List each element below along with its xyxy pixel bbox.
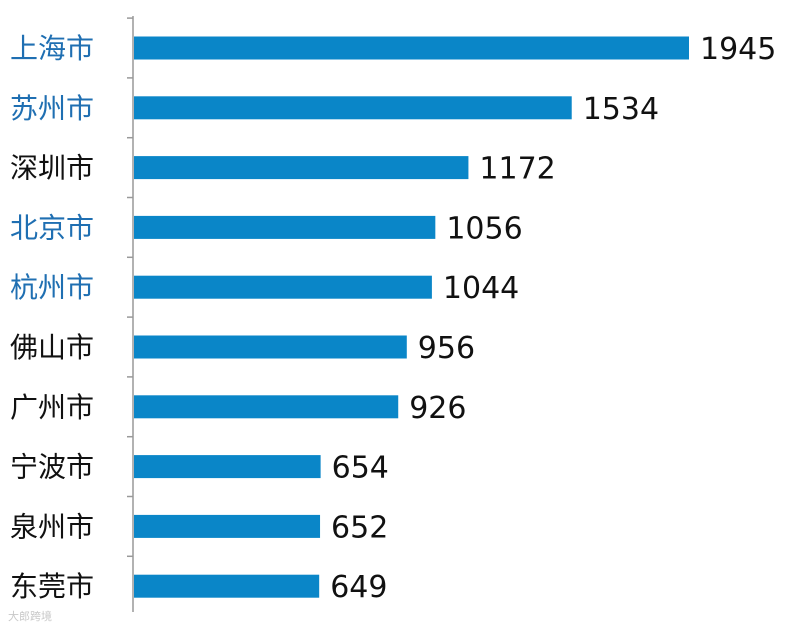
watermark: 大郎跨境 xyxy=(8,610,52,623)
bar-value-label: 926 xyxy=(409,391,466,426)
category-label: 深圳市 xyxy=(10,152,94,185)
bar-value-label: 654 xyxy=(332,451,389,486)
bar-value-label: 1056 xyxy=(446,211,522,246)
category-label: 泉州市 xyxy=(10,510,94,543)
bar-value-label: 649 xyxy=(330,570,387,605)
category-label: 杭州市 xyxy=(10,271,94,304)
category-label: 上海市 xyxy=(10,32,94,65)
bar xyxy=(134,215,436,239)
bar xyxy=(134,395,399,419)
bar-value-label: 1044 xyxy=(443,271,519,306)
bar xyxy=(134,514,321,538)
bar xyxy=(134,574,320,598)
bar xyxy=(134,335,407,359)
bar-value-label: 652 xyxy=(331,510,388,545)
category-label: 佛山市 xyxy=(10,331,94,364)
category-label: 东莞市 xyxy=(10,570,94,603)
category-label: 苏州市 xyxy=(10,92,94,125)
category-label: 宁波市 xyxy=(10,451,94,484)
bar xyxy=(134,36,689,60)
bar xyxy=(134,455,321,479)
bar-value-label: 1945 xyxy=(700,32,776,67)
bar xyxy=(134,96,572,120)
bar-value-label: 1534 xyxy=(583,92,659,127)
bar xyxy=(134,156,469,180)
bar xyxy=(134,275,432,299)
bar-value-label: 956 xyxy=(418,331,475,366)
bar-value-label: 1172 xyxy=(479,152,555,187)
category-label: 广州市 xyxy=(10,391,94,424)
category-label: 北京市 xyxy=(10,211,94,244)
